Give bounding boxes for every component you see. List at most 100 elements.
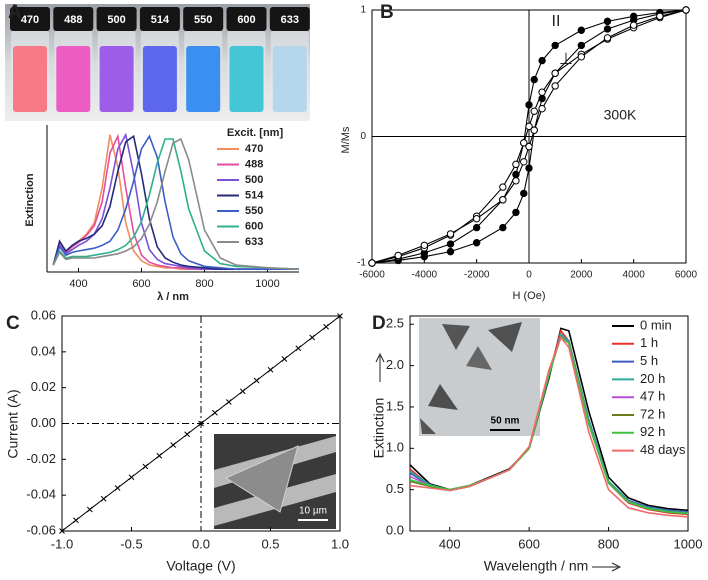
marker: [170, 442, 177, 448]
y-tick-label: 2.5: [386, 316, 404, 331]
x-tick-label: 800: [598, 536, 620, 551]
y-axis-label: M/Ms: [340, 126, 352, 153]
marker: [394, 251, 402, 260]
legend-label: 48 days: [640, 442, 686, 457]
marker: [142, 463, 149, 470]
series-line: [52, 132, 299, 270]
marker: [499, 183, 507, 191]
marker: [603, 34, 612, 42]
vial-cap: [226, 7, 267, 31]
marker: [86, 506, 93, 513]
vial-label: 470: [21, 14, 39, 26]
legend-label: 1 h: [640, 335, 658, 350]
y-tick-label: -0.06: [26, 522, 56, 537]
legend-title: Excit. [nm]: [227, 127, 284, 139]
y-tick-label: 0.04: [31, 343, 56, 358]
marker: [656, 12, 664, 21]
vial-cap: [139, 7, 180, 31]
marker: [520, 158, 528, 166]
x-tick-label: -2000: [464, 270, 490, 281]
vial-label: 633: [281, 14, 299, 26]
vial-label: 600: [237, 14, 255, 26]
marker: [472, 223, 481, 232]
x-axis-label: Wavelength / nm: [484, 558, 589, 574]
marker: [512, 177, 520, 185]
scale-bar-label: 50 nm: [491, 416, 520, 427]
marker: [472, 215, 481, 223]
y-tick-label: 1: [360, 5, 366, 16]
y-axis-label: Current (A): [5, 389, 21, 458]
x-tick-label: 1.0: [331, 536, 349, 551]
y-tick-label: -1: [357, 258, 366, 269]
marker: [420, 241, 429, 249]
vial-label: 514: [151, 14, 170, 26]
marker: [323, 323, 329, 330]
y-tick-label: 0: [360, 131, 366, 142]
vial-liquid: [229, 46, 264, 112]
marker: [603, 25, 612, 33]
x-tick-label: 0.0: [192, 536, 210, 551]
y-tick-label: 0.00: [31, 415, 56, 430]
marker: [337, 313, 343, 319]
marker: [530, 107, 538, 115]
x-tick-label: 1000: [674, 536, 703, 551]
y-tick-label: 0.0: [386, 522, 404, 537]
legend-label: 0 min: [640, 317, 672, 332]
marker: [225, 399, 232, 405]
x-tick-label: 600: [518, 536, 540, 551]
vial-label: 500: [107, 14, 125, 26]
panel-label: A: [8, 2, 22, 23]
vial-liquid: [56, 46, 91, 112]
series-line: [52, 138, 300, 270]
legend-label: 633: [245, 236, 263, 248]
marker: [577, 26, 586, 34]
vial-label: 488: [64, 14, 82, 26]
vial-cap: [10, 7, 50, 31]
y-tick-label: -0.02: [26, 451, 56, 466]
x-tick-label: 800: [195, 278, 213, 290]
legend-label: 47 h: [640, 389, 665, 404]
marker: [472, 239, 481, 247]
marker: [59, 528, 65, 534]
annotation: II: [552, 13, 561, 30]
marker: [239, 388, 246, 395]
marker: [309, 334, 316, 341]
vial-cap: [53, 7, 94, 31]
vial-label: 550: [194, 14, 212, 26]
marker: [525, 142, 533, 151]
x-tick-label: 4000: [623, 270, 646, 281]
marker: [128, 474, 135, 481]
y-axis-label: Extinction: [371, 398, 387, 459]
y-tick-label: 2.0: [386, 357, 404, 372]
axis-arrow: [592, 562, 622, 572]
vial-liquid: [99, 46, 134, 112]
x-tick-label: -4000: [412, 270, 438, 281]
x-tick-label: 400: [69, 278, 87, 290]
legend-label: 500: [245, 174, 263, 186]
x-tick-label: -1.0: [51, 536, 73, 551]
vial-liquid: [186, 46, 221, 112]
panel-label: C: [6, 313, 20, 334]
vial-cap: [96, 7, 137, 31]
series-line: [52, 137, 300, 270]
scale-bar-label: 10 µm: [299, 506, 327, 517]
marker: [73, 517, 79, 524]
x-tick-label: 400: [439, 536, 461, 551]
legend-label: 72 h: [640, 406, 665, 421]
series-line: [52, 134, 299, 270]
legend-label: 488: [245, 158, 263, 170]
marker: [520, 139, 528, 147]
y-tick-label: 0.5: [386, 481, 404, 496]
panel-label: B: [380, 2, 394, 23]
x-tick-label: 2000: [570, 270, 593, 281]
sem-inset: 10 µm: [214, 434, 336, 529]
marker: [295, 345, 302, 352]
marker: [512, 208, 520, 217]
series-line: [52, 134, 299, 270]
marker: [551, 82, 559, 90]
legend-label: 20 h: [640, 371, 665, 386]
panel-label: D: [372, 313, 386, 334]
vial-liquid: [272, 46, 307, 112]
marker: [420, 252, 429, 261]
